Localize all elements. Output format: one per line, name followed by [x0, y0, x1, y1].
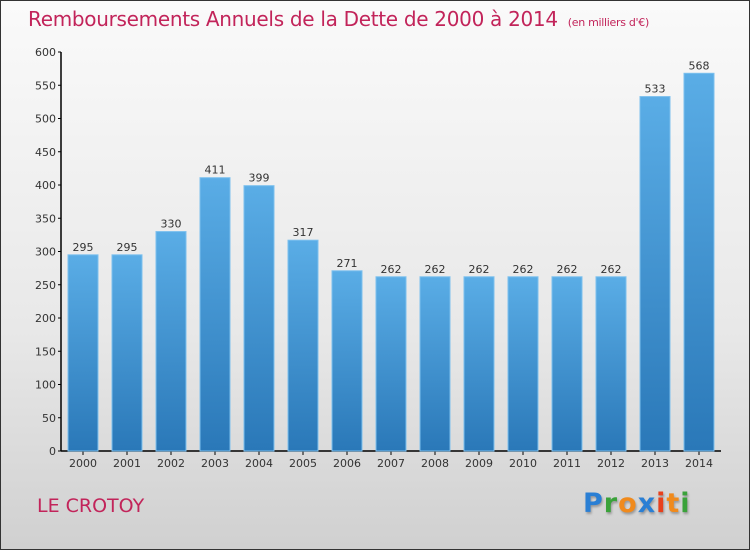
data-label: 399 [249, 172, 270, 185]
x-tick-label: 2002 [157, 457, 185, 470]
y-tick-label: 250 [35, 279, 56, 292]
x-tick-label: 2003 [201, 457, 229, 470]
bar-2005 [287, 239, 319, 452]
bar-2006 [331, 270, 363, 452]
bar-2014 [683, 72, 715, 452]
x-tick-label: 2001 [113, 457, 141, 470]
x-tick-label: 2005 [289, 457, 317, 470]
city-name: LE CROTOY [37, 495, 145, 517]
y-tick-label: 0 [49, 445, 56, 458]
logo-letter: r [603, 488, 619, 519]
y-tick-label: 300 [35, 246, 56, 259]
chart-title: Remboursements Annuels de la Dette de 20… [28, 7, 649, 31]
data-label: 262 [469, 263, 490, 276]
data-label: 262 [601, 263, 622, 276]
logo-letter: x [637, 488, 657, 519]
bar-2009 [463, 276, 495, 452]
chart-subtitle: (en milliers d'€) [567, 16, 649, 29]
x-tick-label: 2013 [641, 457, 669, 470]
x-tick-label: 2012 [597, 457, 625, 470]
x-tick-label: 2010 [509, 457, 537, 470]
y-tick-label: 500 [35, 113, 56, 126]
y-tick-label: 100 [35, 379, 56, 392]
logo-letter: t [666, 488, 681, 519]
x-tick-label: 2008 [421, 457, 449, 470]
bar-2003 [199, 177, 231, 452]
data-label: 533 [645, 83, 666, 96]
y-tick-label: 400 [35, 179, 56, 192]
data-label: 262 [513, 263, 534, 276]
bar-2002 [155, 231, 187, 452]
x-tick-label: 2014 [685, 457, 713, 470]
y-tick-label: 450 [35, 146, 56, 159]
bar-2013 [639, 96, 671, 452]
proxiti-logo: Proxiti [583, 488, 691, 519]
title-text: Remboursements Annuels de la Dette de 20… [28, 7, 558, 31]
x-tick-label: 2004 [245, 457, 273, 470]
bar-2004 [243, 185, 275, 452]
data-label: 295 [73, 241, 94, 254]
logo-letter: i [656, 488, 667, 519]
y-tick-label: 350 [35, 212, 56, 225]
data-label: 317 [293, 226, 314, 239]
y-tick-label: 150 [35, 345, 56, 358]
y-tick-label: 200 [35, 312, 56, 325]
data-label: 262 [381, 263, 402, 276]
bar-2010 [507, 276, 539, 452]
bar-2001 [111, 254, 143, 452]
bar-2012 [595, 276, 627, 452]
logo-letter: P [583, 488, 604, 519]
y-tick-label: 550 [35, 79, 56, 92]
x-tick-label: 2009 [465, 457, 493, 470]
x-tick-label: 2011 [553, 457, 581, 470]
data-label: 330 [161, 218, 182, 231]
data-label: 295 [117, 241, 138, 254]
y-tick-label: 50 [42, 412, 56, 425]
bar-2011 [551, 276, 583, 452]
y-tick-label: 600 [35, 46, 56, 59]
bar-2007 [375, 276, 407, 452]
logo-letter: i [680, 488, 691, 519]
bar-2000 [67, 254, 99, 452]
data-label: 271 [337, 257, 358, 270]
data-label: 262 [425, 263, 446, 276]
data-label: 262 [557, 263, 578, 276]
x-tick-label: 2007 [377, 457, 405, 470]
x-tick-label: 2006 [333, 457, 361, 470]
logo-letter: o [618, 488, 638, 519]
bar-2008 [419, 276, 451, 452]
data-label: 568 [689, 59, 710, 72]
x-tick-label: 2000 [69, 457, 97, 470]
data-label: 411 [205, 164, 226, 177]
